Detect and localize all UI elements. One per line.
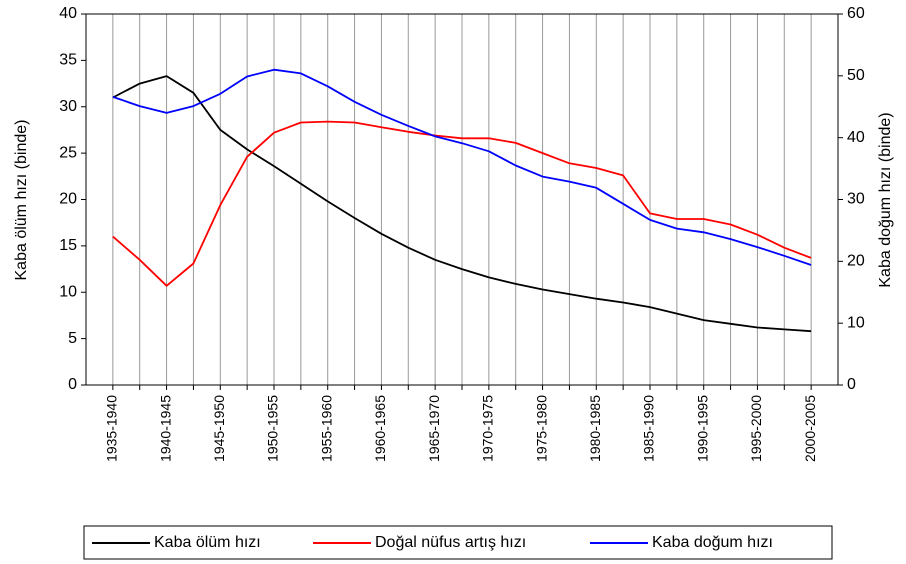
y-tick-label: 10 — [59, 283, 77, 300]
x-tick-label: 1940-1945 — [157, 395, 173, 462]
series-line — [112, 68, 812, 266]
legend-label: Kaba ölüm hızı — [154, 534, 261, 551]
series-line — [112, 75, 812, 333]
y-tick-label: 25 — [59, 144, 77, 161]
y2-tick-label: 40 — [847, 129, 865, 146]
series-line — [112, 120, 812, 287]
y2-tick-label: 60 — [847, 5, 865, 22]
x-tick-label: 1975-1980 — [533, 395, 549, 462]
y-axis-label: Kaba ölüm hızı (binde) — [13, 120, 30, 281]
legend-label: Doğal nüfus artış hızı — [375, 534, 526, 551]
y-tick-label: 30 — [59, 98, 77, 115]
y-tick-label: 20 — [59, 191, 77, 208]
y2-tick-label: 0 — [847, 376, 856, 393]
y2-tick-label: 20 — [847, 253, 865, 270]
x-tick-label: 1970-1975 — [480, 395, 496, 462]
y-tick-label: 35 — [59, 52, 77, 69]
x-tick-label: 1980-1985 — [587, 395, 603, 462]
x-tick-label: 1960-1965 — [372, 395, 388, 462]
x-tick-label: 1990-1995 — [694, 395, 710, 462]
y2-tick-label: 50 — [847, 67, 865, 84]
y2-axis-label: Kaba doğum hızı (binde) — [877, 112, 894, 287]
x-tick-label: 1955-1960 — [318, 395, 334, 462]
x-tick-label: 1935-1940 — [104, 395, 120, 462]
y2-tick-label: 30 — [847, 191, 865, 208]
y-tick-label: 0 — [68, 376, 77, 393]
legend-label: Kaba doğum hızı — [652, 534, 773, 551]
legend-box — [83, 525, 833, 560]
x-tick-label: 1965-1970 — [426, 395, 442, 462]
x-tick-label: 1985-1990 — [641, 395, 657, 462]
x-tick-label: 1995-2000 — [748, 395, 764, 462]
x-tick-label: 1950-1955 — [265, 395, 281, 462]
y-tick-label: 5 — [68, 330, 77, 347]
y2-tick-label: 10 — [847, 314, 865, 331]
x-tick-label: 1945-1950 — [211, 395, 227, 462]
y-tick-label: 40 — [59, 5, 77, 22]
x-tick-label: 2000-2005 — [802, 395, 818, 462]
y-tick-label: 15 — [59, 237, 77, 254]
